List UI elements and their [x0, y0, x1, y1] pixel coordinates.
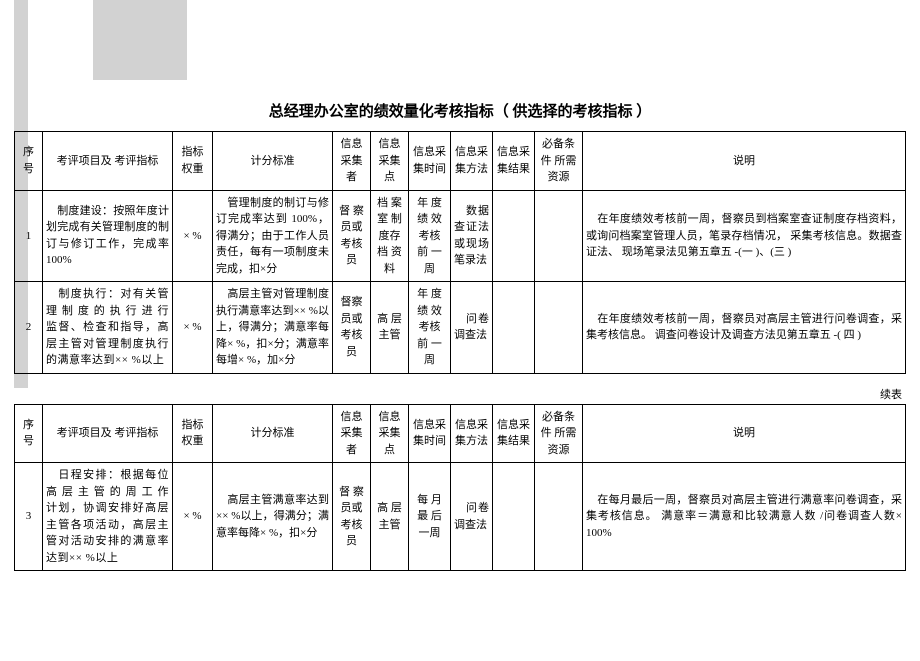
- cell-weight: × %: [173, 190, 213, 282]
- cell-resource: [535, 463, 583, 571]
- header-seq: 序号: [15, 404, 43, 463]
- cell-point: 档 案室 制 度存 档 资料: [371, 190, 409, 282]
- header-collector: 信息 采集者: [333, 404, 371, 463]
- header-desc: 说明: [583, 404, 906, 463]
- document-content: 总经理办公室的绩效量化考核指标（ 供选择的考核指标 ） 序号 考评项目及 考评指…: [0, 0, 920, 571]
- table-body-1: 1 制度建设：按照年度计划完成有关管理制度的制订与修订工作，完成率 100% ×…: [15, 190, 906, 373]
- header-seq: 序号: [15, 132, 43, 191]
- table-row: 2 制度执行：对有关管理 制 度 的 执 行 进 行 监督、检查和指导，高层主管…: [15, 282, 906, 374]
- cell-desc: 在年度绩效考核前一周，督察员到档案室查证制度存档资料，或询问档案室管理人员，笔录…: [583, 190, 906, 282]
- cell-method: 问卷调查法: [451, 282, 493, 374]
- cell-point: 高 层主管: [371, 463, 409, 571]
- header-item: 考评项目及 考评指标: [43, 132, 173, 191]
- cell-item: 制度建设：按照年度计划完成有关管理制度的制订与修订工作，完成率 100%: [43, 190, 173, 282]
- cell-desc: 在每月最后一周，督察员对高层主管进行满意率问卷调查，采集考核信息。 满意率＝满意…: [583, 463, 906, 571]
- header-desc: 说明: [583, 132, 906, 191]
- header-item: 考评项目及 考评指标: [43, 404, 173, 463]
- assessment-table-1: 序号 考评项目及 考评指标 指标 权重 计分标准 信息 采集者 信息 采集点 信…: [14, 131, 906, 374]
- header-resource: 必备条件 所需资源: [535, 404, 583, 463]
- cell-result: [493, 282, 535, 374]
- cell-weight: × %: [173, 463, 213, 571]
- cell-result: [493, 463, 535, 571]
- cell-score: 高层主管满意率达到×× %以上，得满分；满意率每降× %，扣×分: [213, 463, 333, 571]
- cell-collector: 督察员或考核员: [333, 282, 371, 374]
- table-body-2: 3 日程安排：根据每位高 层 主 管 的 周 工 作 计划，协调安排好高层主管各…: [15, 463, 906, 571]
- header-result: 信息采 集结果: [493, 132, 535, 191]
- header-weight: 指标 权重: [173, 404, 213, 463]
- header-point: 信息 采集点: [371, 404, 409, 463]
- header-weight: 指标 权重: [173, 132, 213, 191]
- header-method: 信息采 集方法: [451, 132, 493, 191]
- cell-weight: × %: [173, 282, 213, 374]
- table-header-row: 序号 考评项目及 考评指标 指标 权重 计分标准 信息 采集者 信息 采集点 信…: [15, 404, 906, 463]
- header-collector: 信息 采集者: [333, 132, 371, 191]
- cell-seq: 1: [15, 190, 43, 282]
- cell-seq: 3: [15, 463, 43, 571]
- cell-result: [493, 190, 535, 282]
- cell-item: 制度执行：对有关管理 制 度 的 执 行 进 行 监督、检查和指导，高层主管对管…: [43, 282, 173, 374]
- header-score: 计分标准: [213, 132, 333, 191]
- header-time: 信息采 集时间: [409, 132, 451, 191]
- header-point: 信息 采集点: [371, 132, 409, 191]
- cell-time: 年 度绩 效 考核 前 一周: [409, 190, 451, 282]
- cell-point: 高 层主管: [371, 282, 409, 374]
- table-row: 1 制度建设：按照年度计划完成有关管理制度的制订与修订工作，完成率 100% ×…: [15, 190, 906, 282]
- table-row: 3 日程安排：根据每位高 层 主 管 的 周 工 作 计划，协调安排好高层主管各…: [15, 463, 906, 571]
- cell-item: 日程安排：根据每位高 层 主 管 的 周 工 作 计划，协调安排好高层主管各项活…: [43, 463, 173, 571]
- cell-desc: 在年度绩效考核前一周，督察员对高层主管进行问卷调查，采集考核信息。 调查问卷设计…: [583, 282, 906, 374]
- continue-label: 续表: [14, 386, 906, 402]
- cell-resource: [535, 190, 583, 282]
- cell-method: 数据查证法或现场笔录法: [451, 190, 493, 282]
- cell-score: 高层主管对管理制度执行满意率达到×× %以上，得满分；满意率每降× %，扣×分；…: [213, 282, 333, 374]
- cell-collector: 督 察员或考核员: [333, 190, 371, 282]
- header-resource: 必备条件 所需资源: [535, 132, 583, 191]
- cell-resource: [535, 282, 583, 374]
- assessment-table-2: 序号 考评项目及 考评指标 指标 权重 计分标准 信息 采集者 信息 采集点 信…: [14, 404, 906, 572]
- cell-time: 年 度绩 效 考核 前 一周: [409, 282, 451, 374]
- cell-time: 每 月最 后 一周: [409, 463, 451, 571]
- cell-seq: 2: [15, 282, 43, 374]
- cell-collector: 督 察员或考核员: [333, 463, 371, 571]
- table-header-row: 序号 考评项目及 考评指标 指标 权重 计分标准 信息 采集者 信息 采集点 信…: [15, 132, 906, 191]
- header-score: 计分标准: [213, 404, 333, 463]
- header-method: 信息采 集方法: [451, 404, 493, 463]
- header-result: 信息采 集结果: [493, 404, 535, 463]
- header-time: 信息采 集时间: [409, 404, 451, 463]
- cell-score: 管理制度的制订与修订完成率达到 100%，得满分；由于工作人员责任，每有一项制度…: [213, 190, 333, 282]
- page-title: 总经理办公室的绩效量化考核指标（ 供选择的考核指标 ）: [14, 100, 906, 121]
- cell-method: 问卷调查法: [451, 463, 493, 571]
